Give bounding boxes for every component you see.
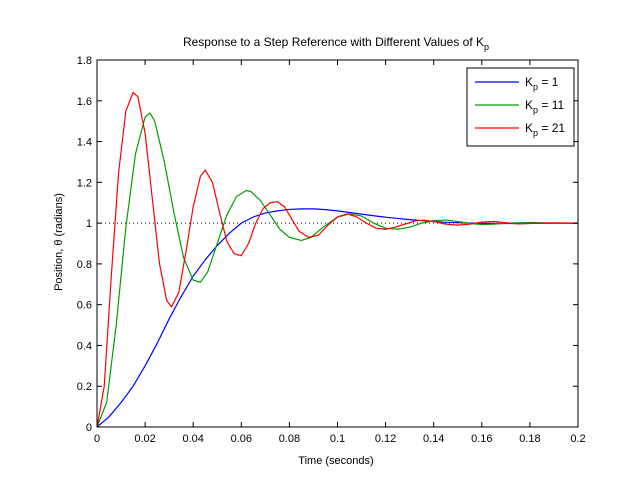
y-tick-label: 1.2 (77, 177, 92, 189)
y-tick-label: 0.6 (77, 300, 92, 312)
y-tick-label: 0.8 (77, 259, 92, 271)
x-tick-label: 0.2 (570, 433, 585, 445)
legend-label-2: Kp = 21 (525, 121, 565, 138)
x-tick-label: 0.06 (231, 433, 252, 445)
x-tick-label: 0.14 (423, 433, 444, 445)
x-tick-label: 0.04 (182, 433, 203, 445)
y-tick-label: 1.6 (77, 96, 92, 108)
y-tick-label: 0.2 (77, 381, 92, 393)
y-tick-label: 1.8 (77, 55, 92, 67)
chart-title-text: Response to a Step Reference with Differ… (183, 35, 484, 49)
legend-label-0: Kp = 1 (525, 75, 559, 92)
y-tick-label: 1.4 (77, 137, 92, 149)
y-axis-title: Position, θ (radians) (53, 193, 65, 291)
x-tick-label: 0.1 (330, 433, 345, 445)
series-line-2 (96, 92, 579, 428)
x-tick-label: 0.16 (471, 433, 492, 445)
legend-box (466, 67, 575, 147)
x-tick-label: 0.18 (519, 433, 540, 445)
plot-area: 0 0.02 0.04 0.06 0.08 0.1 0.12 0.14 0.16 0.18 0.2 0… (77, 55, 586, 445)
x-axis-title: Time (seconds) (298, 455, 373, 467)
chart-title-subscript: p (484, 42, 489, 52)
x-tick-label: 0.02 (134, 433, 155, 445)
y-tick-label: 1 (86, 218, 92, 230)
x-tick-label: 0.12 (375, 433, 396, 445)
legend: Kp = 1 Kp = 11 Kp = 21 (466, 67, 575, 147)
chart-title: Response to a Step Reference with Differ… (183, 35, 489, 52)
y-tick-label: 0 (86, 422, 92, 434)
legend-label-1: Kp = 11 (525, 98, 564, 115)
y-tick-label: 0.4 (77, 340, 92, 352)
x-tick-label: 0 (94, 433, 100, 445)
series-line-1 (96, 112, 578, 428)
x-tick-label: 0.08 (279, 433, 300, 445)
